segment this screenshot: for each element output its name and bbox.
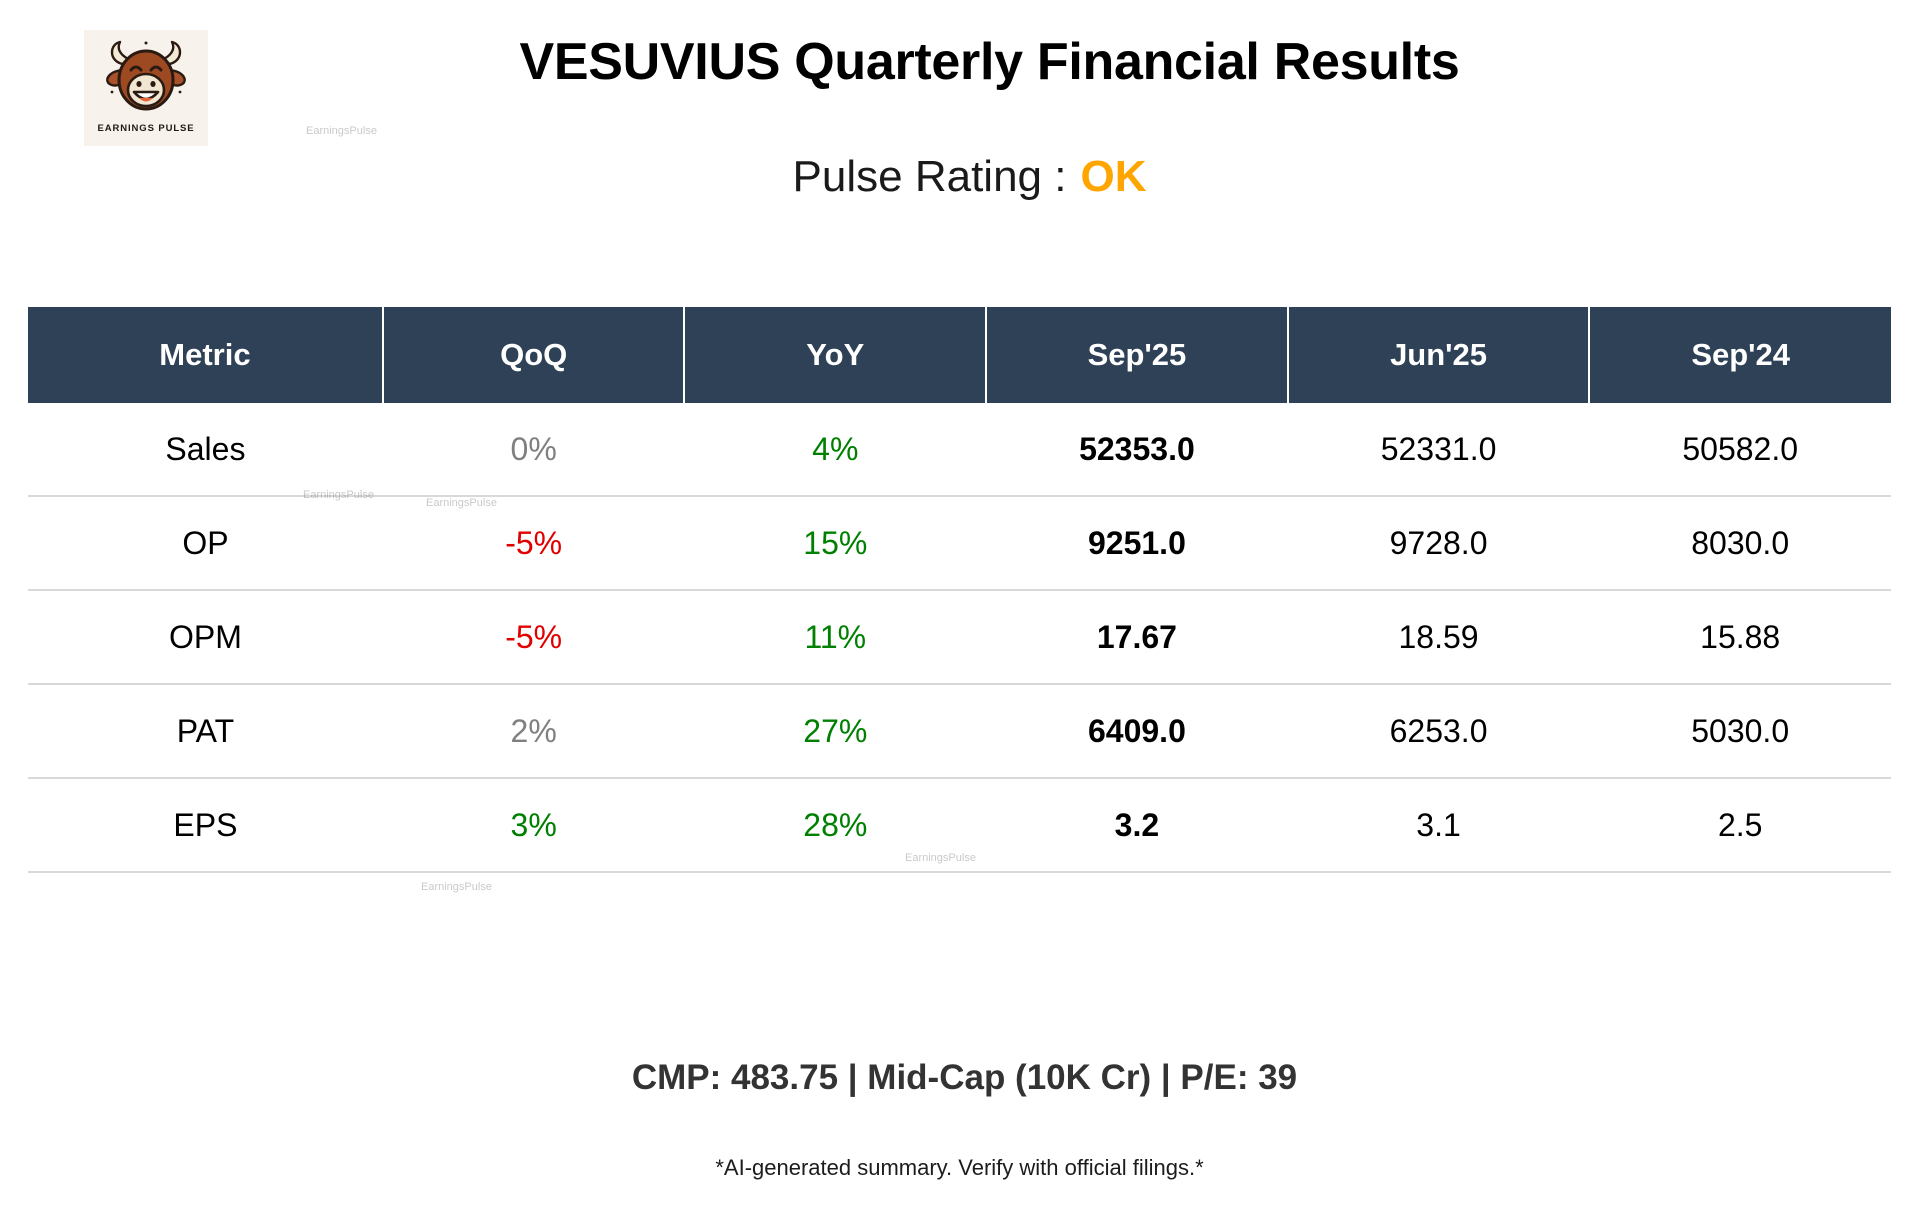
cell-qoq: -5% — [382, 496, 685, 591]
pulse-rating-value: OK — [1080, 152, 1147, 201]
cell-metric: OPM — [28, 590, 383, 685]
cell-current-quarter: 6409.0 — [986, 684, 1288, 779]
cell-current-quarter: 3.2 — [986, 778, 1288, 873]
column-header-sep25: Sep'25 — [985, 307, 1289, 403]
column-header-qoq: QoQ — [381, 307, 686, 403]
cell-year-ago-quarter: 15.88 — [1589, 590, 1891, 685]
table-row: EPS 3% 28% 3.2 3.1 2.5 — [28, 778, 1891, 873]
table-row: OP -5% 15% 9251.0 9728.0 8030.0 — [28, 496, 1891, 591]
cell-yoy: 11% — [684, 590, 987, 685]
page-title: VESUVIUS Quarterly Financial Results — [519, 33, 1460, 91]
cell-yoy: 15% — [684, 496, 987, 591]
column-header-sep24: Sep'24 — [1588, 307, 1891, 403]
cell-current-quarter: 9251.0 — [986, 496, 1288, 591]
brand-logo: EARNINGS PULSE — [84, 30, 208, 146]
cell-prev-quarter: 18.59 — [1287, 590, 1590, 685]
column-header-jun25: Jun'25 — [1286, 307, 1591, 403]
table-header-row: Metric QoQ YoY Sep'25 Jun'25 Sep'24 — [28, 307, 1891, 403]
cell-qoq: 3% — [382, 778, 685, 873]
cell-metric: OP — [28, 496, 383, 591]
cell-metric: Sales — [28, 403, 383, 497]
cell-prev-quarter: 52331.0 — [1287, 403, 1590, 497]
column-header-yoy: YoY — [683, 307, 988, 403]
cell-year-ago-quarter: 2.5 — [1589, 778, 1891, 873]
cell-prev-quarter: 9728.0 — [1287, 496, 1590, 591]
table-body: Sales 0% 4% 52353.0 52331.0 50582.0 OP -5% 15% 92… — [28, 403, 1891, 873]
watermark: EarningsPulse — [306, 125, 377, 137]
cell-qoq: 0% — [382, 403, 685, 497]
cell-metric: EPS — [28, 778, 383, 873]
watermark: EarningsPulse — [291, 262, 362, 274]
cell-metric: PAT — [28, 684, 383, 779]
cell-current-quarter: 17.67 — [986, 590, 1288, 685]
cell-qoq: -5% — [382, 590, 685, 685]
cell-year-ago-quarter: 50582.0 — [1589, 403, 1891, 497]
logo-wordmark: EARNINGS PULSE — [97, 123, 195, 134]
cmp-summary-line: CMP: 483.75 | Mid-Cap (10K Cr) | P/E: 39 — [631, 1058, 1298, 1097]
cell-yoy: 4% — [684, 403, 987, 497]
cell-prev-quarter: 3.1 — [1287, 778, 1590, 873]
cell-year-ago-quarter: 5030.0 — [1589, 684, 1891, 779]
column-header-metric: Metric — [28, 307, 384, 403]
financial-results-table: Metric QoQ YoY Sep'25 Jun'25 Sep'24 Sale… — [28, 307, 1891, 873]
table-row: PAT 2% 27% 6409.0 6253.0 5030.0 — [28, 684, 1891, 779]
disclaimer-text: *AI-generated summary. Verify with offic… — [715, 1155, 1204, 1180]
table-row: Sales 0% 4% 52353.0 52331.0 50582.0 — [28, 403, 1891, 497]
bull-mascot-icon — [106, 40, 186, 111]
cell-prev-quarter: 6253.0 — [1287, 684, 1590, 779]
cell-year-ago-quarter: 8030.0 — [1589, 496, 1891, 591]
cell-yoy: 27% — [684, 684, 987, 779]
cell-qoq: 2% — [382, 684, 685, 779]
pulse-rating: Pulse Rating : OK — [0, 152, 1919, 202]
table-row: OPM -5% 11% 17.67 18.59 15.88 — [28, 590, 1891, 685]
cell-yoy: 28% — [684, 778, 987, 873]
watermark: EarningsPulse — [421, 881, 492, 893]
cell-current-quarter: 52353.0 — [986, 403, 1288, 497]
table-header: Metric QoQ YoY Sep'25 Jun'25 Sep'24 — [28, 307, 1891, 403]
pulse-rating-label: Pulse Rating : — [792, 152, 1067, 201]
